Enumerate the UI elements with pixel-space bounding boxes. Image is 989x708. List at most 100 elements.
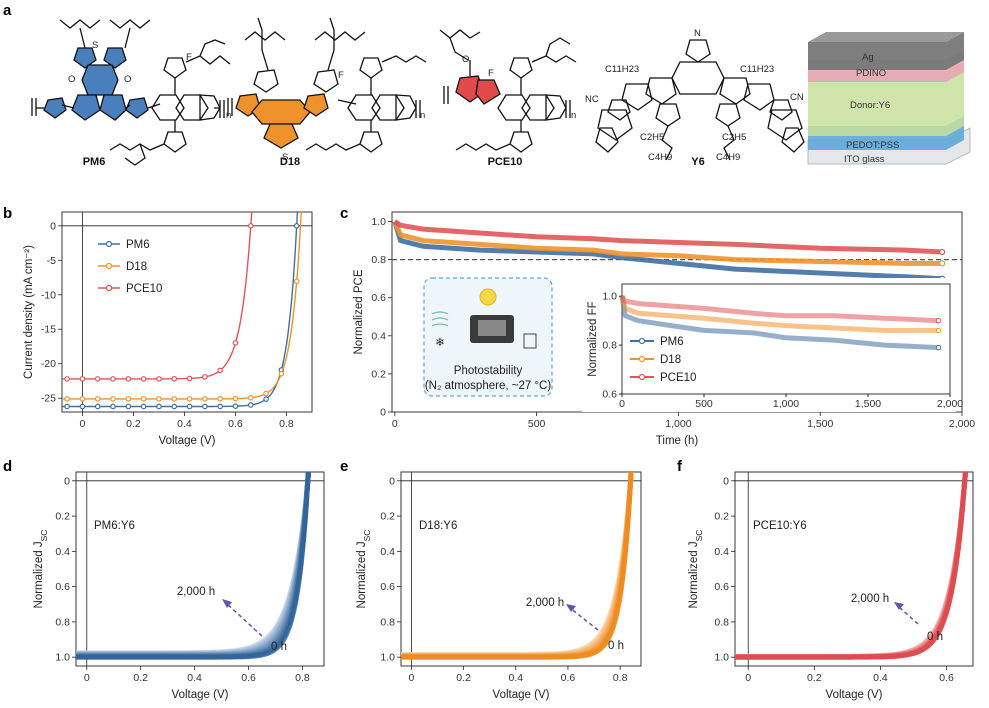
layer-ito: ITO glass (844, 154, 885, 165)
f-xtick-label: 0 (745, 672, 751, 684)
chem-label-pm6: PM6 (83, 156, 106, 168)
e-curve (401, 472, 634, 658)
d-ytick-label: 0.4 (55, 546, 70, 558)
b-xtick-label: 0.6 (228, 418, 243, 430)
b-xtick-label: 0 (79, 418, 85, 430)
b-point-pm6 (140, 403, 147, 410)
e-xtick-label: 0.2 (456, 672, 471, 684)
snowflake-icon: ❄ (435, 337, 445, 349)
atom-o: O (68, 74, 75, 85)
e-xtick-label: 0 (409, 672, 415, 684)
b-point-d18 (140, 396, 147, 402)
e-curve (401, 472, 634, 658)
b-point-pce10 (156, 376, 162, 382)
c-inset-xtick-label: 2,000 (937, 398, 963, 410)
f-label-2000h: 2,000 h (851, 593, 889, 605)
b-point-pce10 (110, 376, 116, 382)
d-ytick-label: 0.2 (55, 511, 70, 523)
y6-c11-right: C11H23 (740, 64, 774, 75)
b-point-pm6 (64, 403, 70, 410)
e-ytick-label: 0.8 (380, 616, 395, 628)
d-xtick-label: 0 (84, 672, 90, 684)
panel-letter-e: e (340, 458, 348, 475)
c-legend-label-pce10: PCE10 (660, 372, 696, 384)
pm6-structure (31, 19, 231, 166)
device-stack: Ag PDINO Donor:Y6 PEDOT:PSS ITO glass (807, 32, 971, 165)
y6-cn-right: CN (790, 92, 804, 103)
c-inset-series-pce10 (619, 294, 939, 324)
e-curve (401, 472, 634, 659)
f-ytick-label: 0.8 (714, 616, 729, 628)
meter-icon (523, 333, 537, 349)
c-legend-marker-d18 (638, 355, 646, 363)
b-xlabel: Voltage (V) (159, 435, 216, 447)
panel-letter-b: b (3, 205, 12, 222)
b-point-pm6 (217, 403, 223, 410)
b-xtick-label: 0.8 (279, 418, 294, 430)
c-xtick-label: 2,000 (949, 418, 975, 430)
panel-letter-d: d (3, 458, 12, 475)
c-end-marker-d18 (939, 260, 946, 267)
f-curve (735, 472, 968, 660)
y6-c4-left: C4H9 (648, 152, 672, 163)
y6-nc-left: NC (585, 94, 599, 105)
e-curve (401, 472, 634, 658)
b-ytick-label: -5 (47, 255, 56, 267)
c-ytick-label: 0 (380, 407, 386, 419)
d-xtick-label: 0.6 (241, 672, 256, 684)
f-xtick-label: 0.2 (807, 672, 822, 684)
d-blend-label: PM6:Y6 (94, 520, 135, 532)
chart-e-d18y6: 0 0.2 0.4 0.6 0.8 0 0.2 0.4 0.6 0.8 1.0 Voltage (V)… (356, 471, 642, 701)
b-legend-label-pce10: PCE10 (126, 283, 162, 295)
d-arrow-head (222, 599, 232, 608)
b-point-pm6 (171, 403, 178, 410)
c-inset-series-d18 (619, 295, 939, 333)
pce10-structure (439, 29, 577, 153)
c-annotation-line2: (N₂ atmosphere, ~27 °C) (425, 380, 552, 392)
b-point-d18 (125, 396, 132, 402)
c-inset-xtick-label: 1,500 (855, 398, 881, 410)
b-point-pm6 (110, 403, 116, 410)
e-plot-frame (400, 471, 642, 667)
panel-letter-a: a (3, 2, 12, 19)
b-point-d18 (64, 396, 70, 402)
e-label-2000h: 2,000 h (526, 597, 564, 609)
c-series-pce10-line (393, 219, 943, 255)
c-legend-label-d18: D18 (660, 354, 681, 366)
b-xtick-label: 0.4 (177, 418, 192, 430)
b-legend-marker-d18 (105, 262, 113, 270)
e-curve (401, 472, 634, 659)
solar-cell-icon (478, 320, 506, 336)
f-ytick-label: 1.0 (714, 652, 729, 664)
b-point-pm6 (202, 403, 208, 410)
c-inset-end-pm6 (935, 344, 942, 351)
e-curve (401, 472, 634, 660)
c-xtick-label: 1,500 (807, 418, 833, 430)
b-point-pce10 (94, 376, 101, 382)
c-ytick-label: 1.0 (371, 216, 386, 228)
b-legend-marker-pce10 (105, 284, 113, 292)
b-ytick-label: -10 (41, 289, 56, 301)
f-curve (735, 472, 968, 659)
b-point-pce10 (79, 376, 86, 382)
f-curve (735, 472, 968, 660)
b-legend-label-d18: D18 (126, 261, 147, 273)
c-xlabel: Time (h) (656, 435, 699, 447)
e-xtick-label: 0.8 (613, 672, 628, 684)
d-ytick-label: 0.8 (55, 616, 70, 628)
d-ytick-label: 0 (64, 475, 70, 487)
e-arrow-head (566, 604, 576, 612)
c-ytick-label: 0.6 (371, 292, 386, 304)
e-curve (401, 472, 634, 657)
d-plot-frame (75, 471, 325, 667)
b-point-pm6 (94, 403, 101, 410)
layer-donor-y6: Donor:Y6 (850, 100, 890, 111)
f-curve (735, 472, 968, 660)
b-point-pm6 (79, 403, 86, 410)
c-ytick-label: 0.8 (371, 254, 386, 266)
c-ylabel: Normalized PCE (353, 269, 365, 354)
f-xtick-label: 0.6 (939, 672, 954, 684)
f-curve (735, 472, 969, 659)
pm6-n-sub: n (226, 110, 231, 121)
